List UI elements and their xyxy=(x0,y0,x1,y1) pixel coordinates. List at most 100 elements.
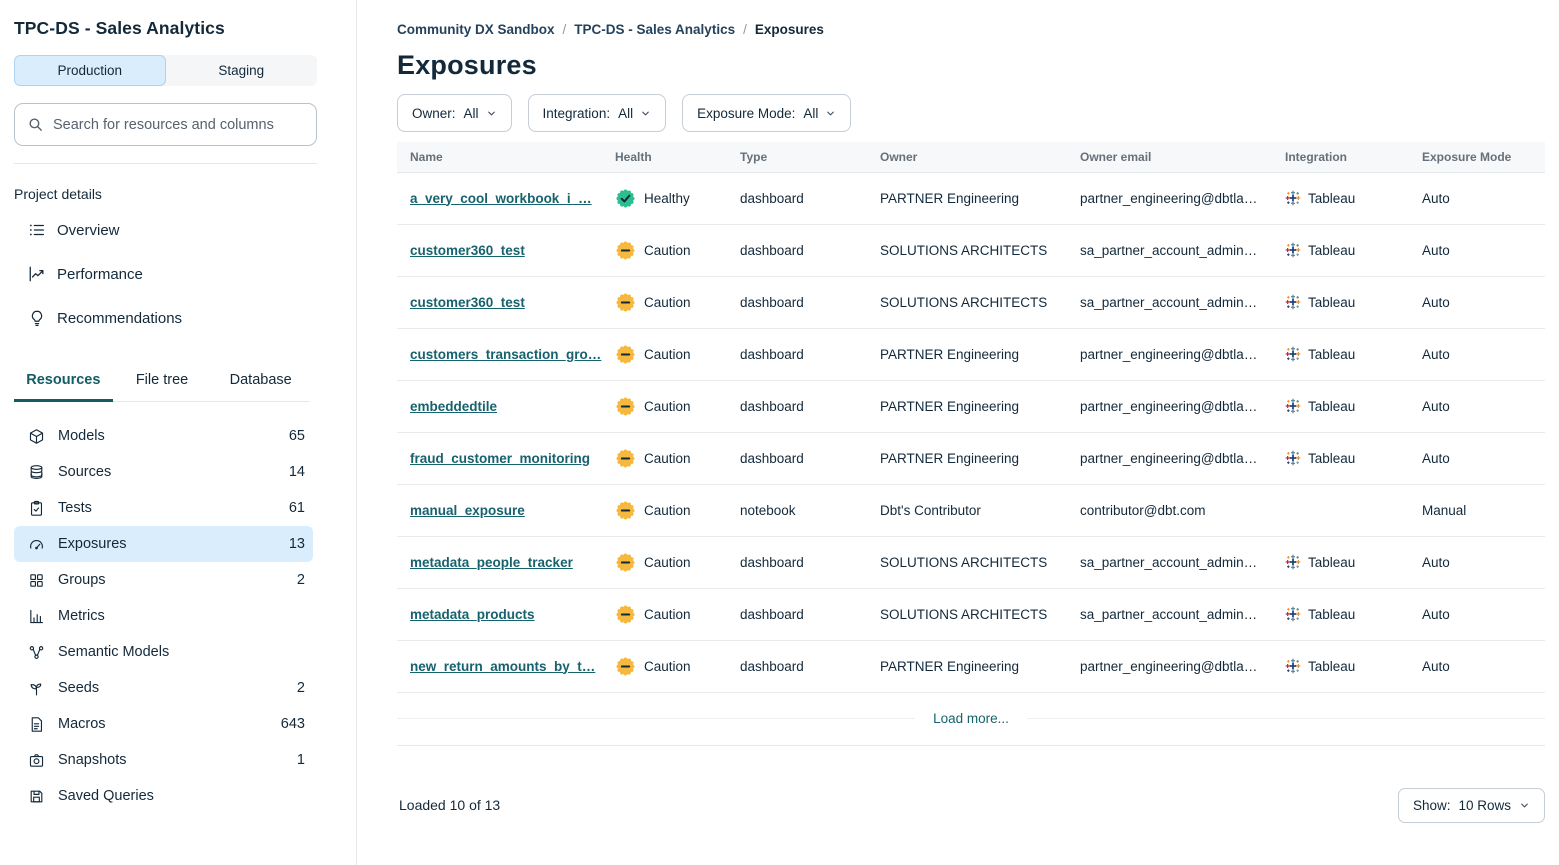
exposure-name-link[interactable]: new_return_amounts_by_t… xyxy=(410,658,596,674)
tab-staging[interactable]: Staging xyxy=(166,55,318,86)
table-row: embeddedtile Caution dashboard PARTNER E… xyxy=(397,380,1545,433)
breadcrumb-link-project[interactable]: TPC-DS - Sales Analytics xyxy=(574,22,736,37)
table-row: metadata_people_tracker Caution dashboar… xyxy=(397,536,1545,589)
seedling-icon xyxy=(28,679,46,697)
exposure-name-link[interactable]: fraud_customer_monitoring xyxy=(410,450,591,466)
show-label: Show: xyxy=(1412,797,1451,813)
breadcrumb: Community DX Sandbox / TPC-DS - Sales An… xyxy=(397,22,1545,37)
sidebar-item-recommendations[interactable]: Recommendations xyxy=(14,296,313,340)
exposure-mode-cell: Auto xyxy=(1409,432,1545,485)
tab-production[interactable]: Production xyxy=(14,55,166,86)
tableau-icon xyxy=(1285,658,1301,674)
column-header-exposure-mode: Exposure Mode xyxy=(1409,142,1545,173)
health-label: Caution xyxy=(644,346,691,362)
exposure-name-link[interactable]: metadata_people_tracker xyxy=(410,554,573,570)
caution-badge-icon xyxy=(615,292,636,313)
tab-database[interactable]: Database xyxy=(229,372,292,388)
breadcrumb-link-sandbox[interactable]: Community DX Sandbox xyxy=(397,22,555,37)
health-label: Healthy xyxy=(644,190,690,206)
load-more-link[interactable]: Load more... xyxy=(933,711,1009,726)
sidebar-item-snapshots[interactable]: Snapshots 1 xyxy=(14,742,313,778)
exposure-name-link[interactable]: embeddedtile xyxy=(410,398,498,414)
column-header-type: Type xyxy=(727,142,867,173)
table-row: customers_transaction_gro… Caution dashb… xyxy=(397,328,1545,381)
table-header-row: Name Health Type Owner Owner email Integ… xyxy=(397,142,1545,173)
resource-count: 1 xyxy=(296,752,305,768)
owner-filter[interactable]: Owner: All xyxy=(397,94,512,132)
resource-count: 2 xyxy=(296,680,305,696)
table-row: new_return_amounts_by_t… Caution dashboa… xyxy=(397,640,1545,693)
healthy-badge-icon xyxy=(615,188,636,209)
search-input[interactable] xyxy=(53,116,304,133)
table-row: a_very_cool_workbook_i_… Healthy dashboa… xyxy=(397,172,1545,225)
sidebar-item-sources[interactable]: Sources 14 xyxy=(14,454,313,490)
load-more-row: Load more... xyxy=(397,693,1546,746)
column-header-health: Health xyxy=(602,142,727,173)
exposure-name-link[interactable]: customer360_test xyxy=(410,294,525,310)
resource-label: Tests xyxy=(58,500,92,516)
sidebar-item-models[interactable]: Models 65 xyxy=(14,418,313,454)
sidebar-item-macros[interactable]: Macros 643 xyxy=(14,706,313,742)
caution-badge-icon xyxy=(615,396,636,417)
type-cell: dashboard xyxy=(727,328,867,381)
exposure-mode-cell: Auto xyxy=(1409,588,1545,641)
sidebar-item-groups[interactable]: Groups 2 xyxy=(14,562,313,598)
exposure-name-link[interactable]: a_very_cool_workbook_i_… xyxy=(410,190,592,206)
sidebar-item-seeds[interactable]: Seeds 2 xyxy=(14,670,313,706)
owner-cell: SOLUTIONS ARCHITECTS xyxy=(867,224,1067,277)
resource-list: Models 65 Sources 14 xyxy=(14,418,317,814)
sidebar-item-exposures[interactable]: Exposures 13 xyxy=(14,526,313,562)
sidebar-item-saved-queries[interactable]: Saved Queries xyxy=(14,778,313,814)
exposure-name-link[interactable]: customers_transaction_gro… xyxy=(410,346,602,362)
health-label: Caution xyxy=(644,606,691,622)
sidebar-item-metrics[interactable]: Metrics xyxy=(14,598,313,634)
caution-badge-icon xyxy=(615,552,636,573)
owner-email-cell: partner_engineering@dbtla… xyxy=(1067,432,1272,485)
search-box[interactable] xyxy=(14,103,317,146)
owner-cell: Dbt's Contributor xyxy=(867,484,1067,537)
type-cell: dashboard xyxy=(727,224,867,277)
resource-label: Sources xyxy=(58,464,112,480)
chevron-down-icon xyxy=(642,111,649,115)
exposure-mode-cell: Auto xyxy=(1409,380,1545,433)
exposure-name-link[interactable]: customer360_test xyxy=(410,242,525,258)
filter-value: All xyxy=(803,105,819,121)
owner-cell: SOLUTIONS ARCHITECTS xyxy=(867,276,1067,329)
integration-label: Tableau xyxy=(1308,294,1356,310)
filter-label: Exposure Mode: xyxy=(697,105,796,121)
owner-email-cell: sa_partner_account_admin… xyxy=(1067,588,1272,641)
sidebar-tabs: Resources File tree Database xyxy=(14,364,310,402)
resource-label: Snapshots xyxy=(58,752,127,768)
show-rows-select[interactable]: Show: 10 Rows xyxy=(1397,787,1545,823)
type-cell: dashboard xyxy=(727,536,867,589)
exposure-mode-filter[interactable]: Exposure Mode: All xyxy=(682,94,852,132)
type-cell: dashboard xyxy=(727,640,867,693)
exposure-name-link[interactable]: metadata_products xyxy=(410,606,535,622)
resource-label: Exposures xyxy=(58,536,127,552)
type-cell: dashboard xyxy=(727,276,867,329)
chevron-down-icon xyxy=(827,111,835,115)
sidebar-item-tests[interactable]: Tests 61 xyxy=(14,490,313,526)
owner-cell: SOLUTIONS ARCHITECTS xyxy=(867,536,1067,589)
table-row: fraud_customer_monitoring Caution dashbo… xyxy=(397,432,1545,485)
tab-file-tree[interactable]: File tree xyxy=(135,372,189,388)
health-label: Caution xyxy=(644,398,691,414)
page-title: Exposures xyxy=(397,50,537,80)
sidebar-item-performance[interactable]: Performance xyxy=(14,252,313,296)
exposure-mode-cell: Auto xyxy=(1409,172,1545,225)
type-cell: dashboard xyxy=(727,432,867,485)
sidebar-item-overview[interactable]: Overview xyxy=(14,208,313,252)
exposure-name-link[interactable]: manual_exposure xyxy=(410,502,525,518)
sidebar-item-semantic-models[interactable]: Semantic Models xyxy=(14,634,313,670)
tab-resources[interactable]: Resources xyxy=(14,364,113,402)
save-icon xyxy=(28,787,46,805)
caution-badge-icon xyxy=(615,344,636,365)
owner-email-cell: partner_engineering@dbtla… xyxy=(1067,380,1272,433)
integration-filter[interactable]: Integration: All xyxy=(527,94,667,132)
resource-label: Semantic Models xyxy=(58,644,170,660)
caution-badge-icon xyxy=(615,448,636,469)
divider xyxy=(1026,718,1546,719)
filter-value: All xyxy=(618,105,634,121)
exposures-table: Name Health Type Owner Owner email Integ… xyxy=(397,142,1545,693)
